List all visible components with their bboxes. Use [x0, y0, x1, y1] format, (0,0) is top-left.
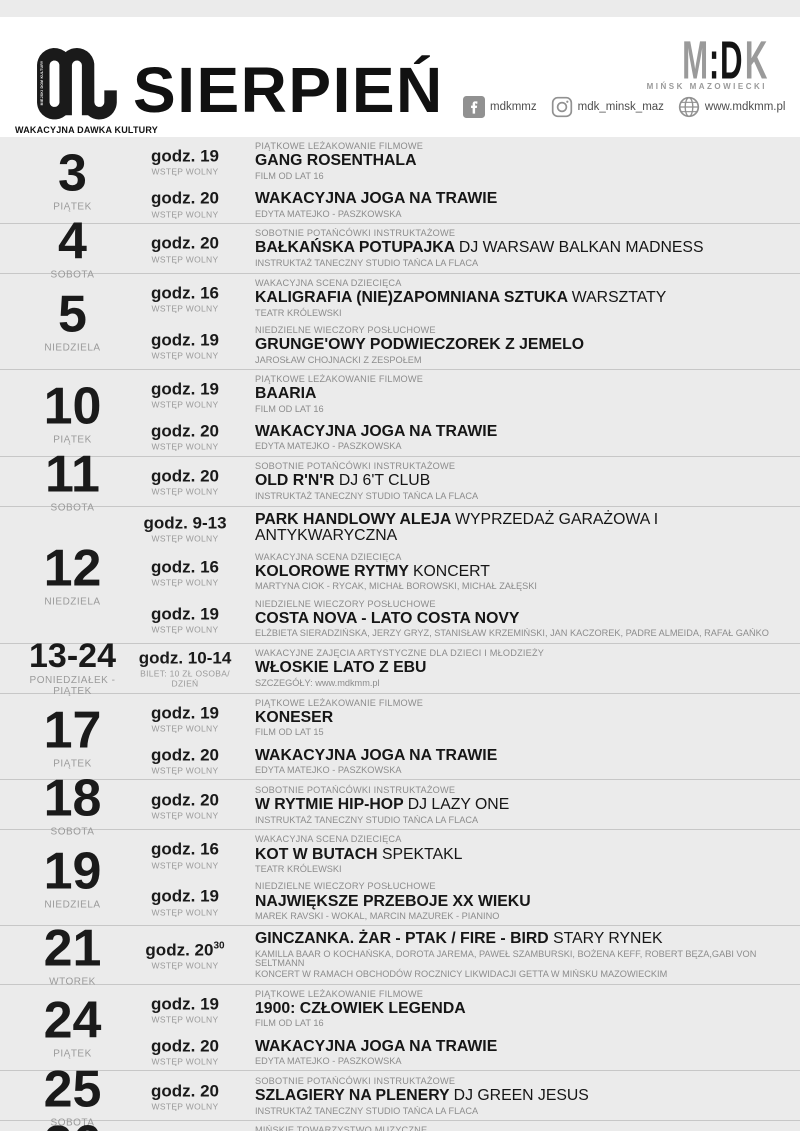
svg-text:MIEJSKI DOM KULTURY: MIEJSKI DOM KULTURY — [40, 60, 44, 105]
